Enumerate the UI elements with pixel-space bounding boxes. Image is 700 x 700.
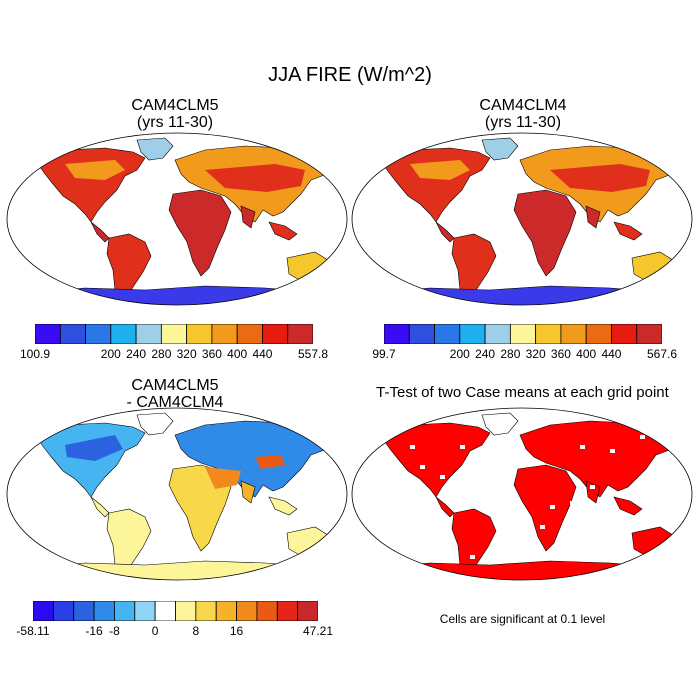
colorbar-swatch — [32, 600, 54, 622]
colorbar-swatch — [236, 323, 263, 345]
colorbar-tick-label: 557.8 — [297, 347, 329, 361]
colorbar-tick-label: 440 — [601, 347, 622, 361]
colorbar-swatch — [73, 600, 95, 622]
colorbar-swatch — [408, 323, 435, 345]
colorbar-tick-label: 16 — [229, 624, 244, 638]
colorbar-swatch — [135, 323, 162, 345]
colorbar-swatch — [459, 323, 486, 345]
colorbar-swatch — [297, 600, 319, 622]
panel1-title-line2: (yrs 11-30) — [136, 114, 214, 131]
colorbar-swatch — [383, 323, 410, 345]
colorbar-swatch — [287, 323, 314, 345]
colorbar-swatch — [276, 600, 299, 622]
panel1-title: CAM4CLM5 (yrs 11-30) — [70, 97, 280, 131]
colorbar-swatch — [215, 600, 237, 622]
colorbar-tick-label: 47.21 — [302, 624, 334, 638]
colorbar-tick-label: 440 — [252, 347, 273, 361]
colorbar-tick-label: 320 — [525, 347, 546, 361]
colorbar-swatch — [195, 600, 217, 622]
colorbar-swatch — [434, 323, 461, 345]
colorbar-swatch — [110, 323, 137, 345]
colorbar-tick-label: -16 — [85, 624, 103, 638]
panel3-title-line1: CAM4CLM5 — [131, 377, 219, 394]
colorbar-cam4clm5-swatches — [34, 323, 314, 345]
colorbar-tick-label: 360 — [550, 347, 571, 361]
colorbar-swatch — [560, 323, 587, 345]
colorbar-swatch — [52, 600, 75, 622]
colorbar-swatch — [611, 323, 638, 345]
colorbar-swatch — [509, 323, 537, 345]
map-cam4clm4 — [351, 132, 693, 306]
colorbar-swatch — [134, 600, 156, 622]
colorbar-swatch — [154, 600, 176, 622]
significance-note: Cells are significant at 0.1 level — [439, 612, 606, 626]
colorbar-tick-label: 320 — [176, 347, 197, 361]
colorbar-tick-label: 8 — [192, 624, 200, 638]
colorbar-cam4clm4-swatches — [383, 323, 663, 345]
colorbar-tick-label: 240 — [475, 347, 496, 361]
colorbar-tick-label: 200 — [449, 347, 470, 361]
colorbar-difference — [32, 600, 319, 622]
colorbar-tick-label: 567.6 — [646, 347, 678, 361]
colorbar-swatch — [114, 600, 136, 622]
colorbar-swatch — [484, 323, 511, 345]
colorbar-difference-swatches — [32, 600, 319, 622]
colorbar-tick-label: 400 — [576, 347, 597, 361]
colorbar-tick-label: -58.11 — [16, 624, 50, 638]
colorbar-tick-label: 400 — [227, 347, 248, 361]
colorbar-swatch — [85, 323, 112, 345]
colorbar-swatch — [59, 323, 86, 345]
panel2-title: CAM4CLM4 (yrs 11-30) — [418, 97, 628, 131]
colorbar-tick-label: 280 — [500, 347, 521, 361]
panel4-title: T-Test of two Case means at each grid po… — [376, 384, 669, 401]
map-difference — [6, 407, 348, 581]
panel3-title: CAM4CLM5 - CAM4CLM4 — [70, 377, 280, 411]
colorbar-swatch — [256, 600, 278, 622]
colorbar-tick-label: 200 — [100, 347, 121, 361]
colorbar-cam4clm4 — [383, 323, 663, 345]
panel2-title-line2: (yrs 11-30) — [484, 114, 562, 131]
colorbar-tick-label: 0 — [151, 624, 159, 638]
colorbar-tick-label: 360 — [201, 347, 222, 361]
panel1-title-line1: CAM4CLM5 — [131, 97, 219, 114]
colorbar-swatch — [262, 323, 289, 345]
colorbar-tick-label: 99.7 — [372, 347, 396, 361]
colorbar-tick-label: -8 — [109, 624, 120, 638]
colorbar-swatch — [211, 323, 238, 345]
colorbar-swatch — [93, 600, 115, 622]
figure-title: JJA FIRE (W/m^2) — [268, 64, 432, 86]
colorbar-cam4clm5 — [34, 323, 314, 345]
colorbar-tick-label: 240 — [126, 347, 147, 361]
colorbar-tick-label: 100.9 — [19, 347, 51, 361]
colorbar-swatch — [34, 323, 61, 345]
colorbar-swatch — [186, 323, 213, 345]
colorbar-swatch — [160, 323, 188, 345]
colorbar-tick-label: 280 — [151, 347, 172, 361]
map-cam4clm5 — [6, 132, 348, 306]
map-ttest — [351, 407, 693, 581]
colorbar-swatch — [236, 600, 258, 622]
colorbar-swatch — [535, 323, 562, 345]
colorbar-swatch — [585, 323, 612, 345]
panel3-title-line2: - CAM4CLM4 — [126, 394, 224, 411]
panel2-title-line1: CAM4CLM4 — [479, 97, 567, 114]
colorbar-swatch — [636, 323, 663, 345]
colorbar-swatch — [175, 600, 197, 622]
